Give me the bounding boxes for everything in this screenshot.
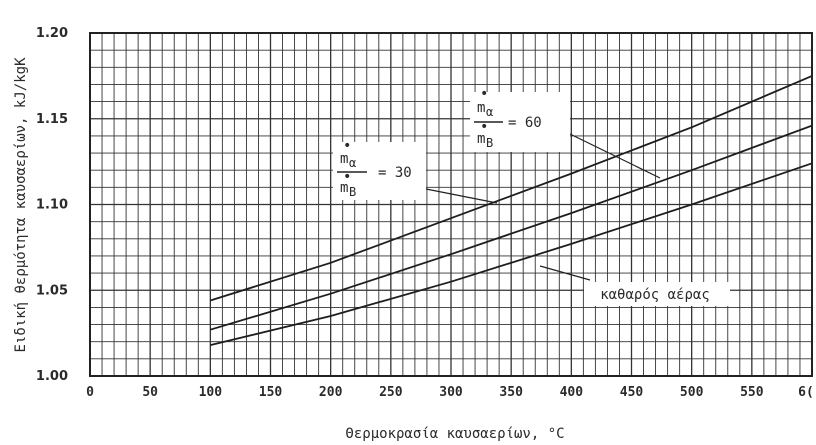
- y-ticks: 1.00 1.05 1.10 1.15 1.20: [36, 26, 68, 384]
- y-tick-label: 1.20: [36, 26, 68, 41]
- annotation-30: m • α • m B = 30: [333, 138, 426, 200]
- x-tick-label: 0: [86, 385, 94, 400]
- x-tick-label: 50: [142, 385, 158, 400]
- annotation-60-num-dot: •: [480, 86, 488, 102]
- annotation-air-label: καθαρός αέρας: [600, 287, 710, 303]
- annotation-60-value: = 60: [508, 115, 542, 131]
- annotation-60-num-sub: α: [486, 105, 493, 119]
- annotation-30-den-dot: •: [343, 169, 351, 185]
- x-axis-label: Θερμοκρασία καυσαερίων, °C: [345, 426, 564, 442]
- y-tick-label: 1.05: [36, 283, 68, 298]
- annotation-30-num-sub: α: [349, 156, 356, 170]
- y-tick-label: 1.15: [36, 112, 68, 127]
- series-line-2: [210, 124, 813, 331]
- x-tick-label: 350: [499, 385, 523, 400]
- y-tick-label: 1.10: [36, 198, 68, 213]
- x-ticks: 0 50 100 150 200 250 300 350 400 450 500 550 6(: [86, 385, 814, 400]
- annotation-60-den-dot: •: [480, 119, 488, 135]
- x-tick-label: 250: [379, 385, 403, 400]
- plot-frame: [89, 32, 813, 377]
- annotation-60-den-sub: B: [486, 136, 493, 150]
- x-tick-label: 400: [560, 385, 584, 400]
- x-tick-label: 6(: [798, 385, 814, 400]
- x-tick-label: 150: [259, 385, 283, 400]
- y-axis-label: Ειδική θερμότητα καυσαερίων, kJ/kgK: [13, 57, 29, 353]
- curves: [210, 75, 813, 346]
- series-line-3: [210, 162, 813, 346]
- x-tick-label: 450: [620, 385, 644, 400]
- leader-line-30: [425, 188, 498, 204]
- annotation-30-den: m: [340, 180, 348, 196]
- series-line-1: [210, 75, 813, 302]
- y-tick-label: 1.00: [36, 369, 68, 384]
- leader-line-60: [569, 133, 661, 179]
- annotation-30-value: = 30: [378, 165, 412, 181]
- grid: [90, 33, 812, 376]
- x-tick-label: 200: [319, 385, 343, 400]
- annotation-60-den: m: [477, 131, 485, 147]
- leader-line-air: [539, 265, 591, 281]
- annotation-30-box: [333, 142, 426, 200]
- annotation-30-num-dot: •: [343, 138, 351, 154]
- annotation-air-box: [584, 282, 730, 306]
- annotation-air: καθαρός αέρας: [584, 282, 730, 306]
- annotation-60: • m α • m B = 60: [470, 86, 570, 152]
- annotation-60-num: m: [477, 100, 485, 116]
- x-tick-label: 300: [439, 385, 463, 400]
- annotation-30-den-sub: B: [349, 185, 356, 199]
- annotation-30-num: m: [340, 151, 348, 167]
- x-tick-label: 550: [740, 385, 764, 400]
- x-tick-label: 100: [199, 385, 223, 400]
- x-tick-label: 500: [680, 385, 704, 400]
